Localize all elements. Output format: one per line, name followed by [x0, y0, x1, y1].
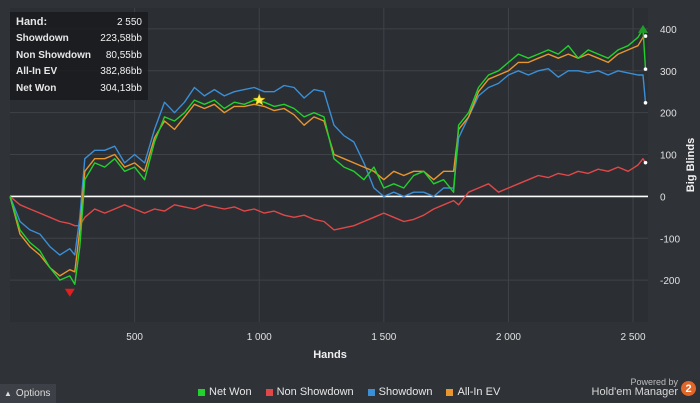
- hm2-logo-badge: 2: [681, 381, 696, 396]
- legend-item-non-showdown[interactable]: Non Showdown: [265, 386, 354, 398]
- chart-annotations: [64, 24, 649, 297]
- branding: Powered by Hold'em Manager: [591, 377, 678, 398]
- legend-swatch: [198, 388, 205, 396]
- stats-row-all-in-ev: All-In EV 382,86bb: [16, 64, 142, 81]
- legend-swatch: [446, 388, 454, 396]
- legend-item-all-in-ev[interactable]: All-In EV: [446, 386, 500, 398]
- series-non-showdown: [9, 158, 647, 231]
- options-button[interactable]: ▲ Options: [0, 384, 56, 403]
- y-axis-ticks: -200 -100 0 100 200 300 400: [660, 25, 680, 287]
- x-tick-label: 2 000: [496, 332, 521, 343]
- x-tick-label: 1 500: [371, 332, 396, 343]
- x-axis-label: Hands: [313, 349, 347, 361]
- y-tick-label: 100: [660, 151, 677, 162]
- legend-item-showdown[interactable]: Showdown: [367, 386, 433, 398]
- chart-series: [9, 28, 648, 285]
- y-axis-label: Big Blinds: [685, 138, 697, 192]
- options-label: Options: [15, 388, 51, 399]
- y-tick-label: 400: [660, 25, 677, 36]
- stats-row-hand: Hand: 2 550: [16, 14, 142, 31]
- stats-value: 304,13bb: [100, 82, 142, 94]
- min-triangle-marker: [64, 288, 75, 297]
- y-tick-label: -100: [660, 234, 680, 245]
- stats-row-net-won: Net Won 304,13bb: [16, 80, 142, 97]
- legend-label: Showdown: [378, 386, 433, 398]
- legend-label: Non Showdown: [276, 386, 354, 398]
- x-tick-label: 2 500: [621, 332, 646, 343]
- chart-legend: Net Won Non Showdown Showdown All-In EV: [198, 386, 500, 398]
- legend-label: All-In EV: [457, 386, 501, 398]
- series-showdown: [9, 68, 647, 256]
- stats-label: All-In EV: [16, 66, 58, 78]
- x-axis-ticks: 500 1 000 1 500 2 000 2 500: [126, 332, 646, 343]
- legend-label: Net Won: [209, 386, 252, 398]
- series-end-point: [643, 34, 648, 38]
- y-tick-label: 300: [660, 67, 677, 78]
- x-tick-label: 1 000: [247, 332, 272, 343]
- product-name: Hold'em Manager: [591, 386, 678, 398]
- series-net-won: [9, 28, 647, 285]
- x-tick-label: 500: [126, 332, 143, 343]
- series-end-point: [643, 100, 648, 105]
- stats-value: 382,86bb: [100, 66, 142, 78]
- y-tick-label: 200: [660, 109, 677, 120]
- series-end-point: [643, 160, 648, 165]
- legend-swatch: [265, 388, 273, 396]
- legend-swatch: [367, 388, 375, 396]
- stats-row-showdown: Showdown 223,58bb: [16, 31, 142, 48]
- max-star-marker: [252, 93, 266, 106]
- legend-item-net-won[interactable]: Net Won: [198, 386, 252, 398]
- peak-triangle-marker: [638, 24, 649, 33]
- stats-value: 2 550: [116, 16, 142, 28]
- powered-by-text: Powered by: [630, 377, 678, 387]
- y-tick-label: 0: [660, 192, 666, 203]
- series-end-point: [643, 67, 648, 71]
- stats-value: 223,58bb: [100, 33, 142, 45]
- stats-label: Non Showdown: [16, 49, 91, 61]
- chevron-up-icon: ▲: [4, 389, 12, 398]
- stats-label: Hand:: [16, 16, 48, 29]
- stats-panel: Hand: 2 550 Showdown 223,58bb Non Showdo…: [10, 12, 148, 100]
- y-tick-label: -200: [660, 276, 680, 287]
- stats-row-non-showdown: Non Showdown 80,55bb: [16, 47, 142, 64]
- stats-value: 80,55bb: [105, 49, 142, 61]
- stats-label: Net Won: [16, 82, 57, 94]
- stats-label: Showdown: [16, 33, 69, 45]
